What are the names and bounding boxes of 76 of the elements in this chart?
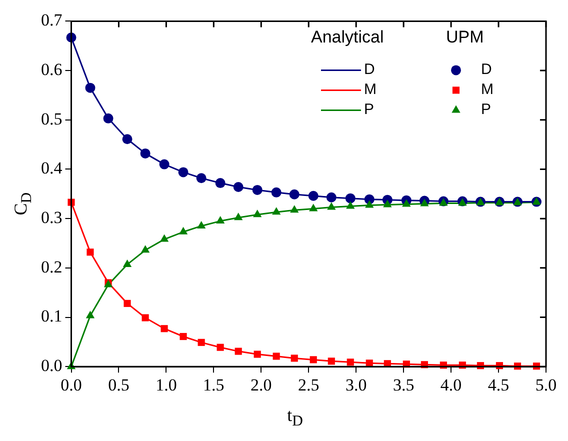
point [289, 189, 300, 200]
point [197, 220, 206, 228]
point [420, 198, 429, 206]
point [86, 248, 94, 256]
point [310, 356, 317, 364]
point [234, 212, 243, 220]
x-tick-label: 3.0 [345, 375, 367, 394]
point [142, 314, 149, 322]
legend-label: M [364, 80, 376, 98]
point [178, 167, 188, 178]
point [160, 234, 169, 242]
point [254, 350, 261, 358]
y-tick-label: 0.3 [41, 208, 62, 228]
point [252, 184, 262, 195]
point [160, 325, 168, 332]
point [346, 358, 354, 366]
point [233, 182, 244, 192]
x-tick-label: 1.0 [156, 375, 177, 394]
point [402, 199, 411, 207]
point [290, 354, 298, 362]
point [122, 134, 132, 144]
point [216, 216, 225, 224]
x-tick-label: 0.5 [108, 375, 130, 394]
point [216, 344, 224, 351]
x-axis-title: t$_{D}$ [287, 405, 303, 431]
point [365, 200, 374, 208]
y-tick-label: 0.2 [41, 257, 62, 276]
y-tick-label: 0.5 [41, 109, 62, 128]
point [327, 202, 336, 210]
x-tick-label: 1.5 [203, 375, 224, 394]
point [159, 159, 170, 170]
point [86, 310, 95, 318]
y-tick-label: 0.7 [41, 10, 63, 30]
point [103, 113, 114, 124]
legend-label: P [364, 100, 374, 118]
annotation: Analytical [311, 27, 384, 46]
legend-label: P [481, 100, 492, 118]
point [366, 360, 373, 367]
point [178, 226, 188, 234]
point [180, 332, 187, 340]
legend-label: M [481, 80, 494, 98]
x-tick-label: 2.5 [298, 375, 320, 394]
point [383, 200, 392, 208]
legend-label: D [481, 60, 492, 78]
point [326, 192, 336, 202]
point [290, 205, 299, 213]
point [215, 178, 226, 188]
point [308, 190, 318, 201]
point [309, 204, 318, 212]
point [124, 300, 131, 307]
y-tick-label: 0.6 [41, 60, 62, 80]
x-tick-label: 4.5 [488, 375, 510, 394]
point [271, 187, 282, 198]
point [234, 348, 242, 355]
point [85, 82, 96, 93]
annotation: UPM [446, 27, 484, 46]
point [272, 207, 281, 215]
point [122, 259, 132, 267]
point [328, 358, 335, 365]
x-tick-label: 3.5 [392, 375, 414, 394]
point [198, 338, 205, 346]
x-tick-label: 5.0 [535, 375, 557, 394]
point [140, 245, 150, 253]
point [196, 173, 206, 184]
legend-label: D [364, 60, 375, 78]
point [140, 148, 150, 158]
point [253, 210, 262, 218]
x-tick-label: 4.0 [440, 375, 462, 394]
point [345, 193, 356, 204]
y-tick-label: 0.0 [41, 356, 62, 376]
y-tick-label: 0.4 [41, 158, 63, 178]
x-tick-label: 2.0 [250, 375, 272, 394]
point [346, 201, 355, 209]
y-tick-label: 0.1 [41, 306, 62, 326]
x-tick-label: 0.0 [60, 375, 82, 394]
point [272, 352, 280, 360]
